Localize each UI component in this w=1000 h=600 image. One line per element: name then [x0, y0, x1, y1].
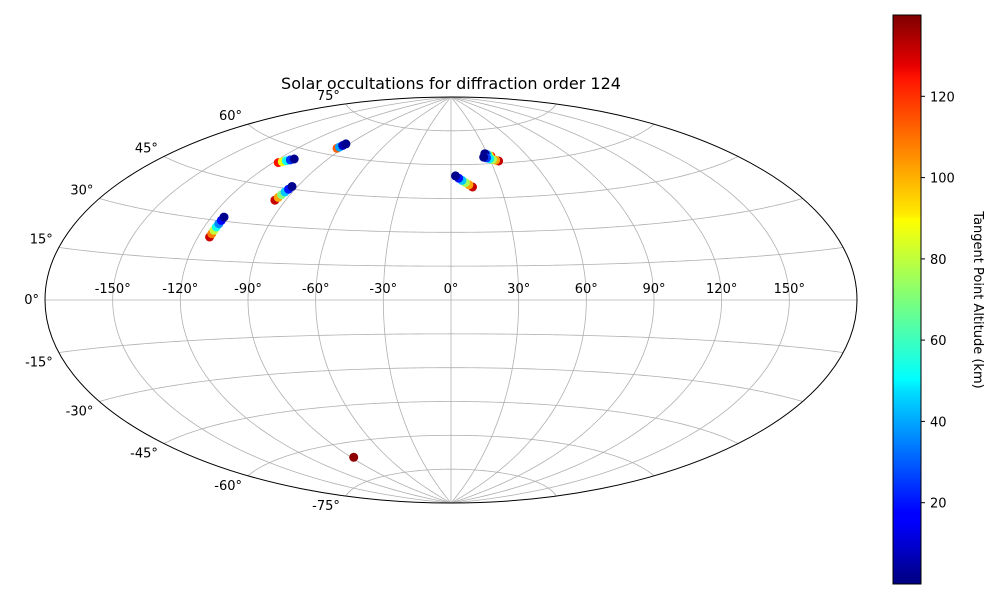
colorbar-gradient: [892, 14, 922, 585]
latitude-tick-label: 0°: [24, 293, 39, 308]
colorbar-tick-label: 20: [930, 497, 947, 512]
data-point: [451, 171, 460, 181]
data-point: [287, 182, 297, 191]
parallel-line: [58, 247, 844, 267]
colorbar-tick-label: 80: [930, 253, 947, 268]
latitude-tick-label: 15°: [30, 233, 53, 248]
colorbar-tick-label: 120: [930, 90, 955, 105]
data-point: [219, 212, 229, 222]
latitude-tick-label: -15°: [25, 356, 53, 371]
latitude-tick-label: -60°: [214, 479, 242, 494]
colorbar-tick-label: 60: [930, 334, 947, 349]
latitude-tick-label: 75°: [317, 89, 340, 104]
chart-title: Solar occultations for diffraction order…: [281, 74, 621, 93]
longitude-tick-label: 120°: [706, 282, 737, 297]
longitude-tick-label: -60°: [302, 282, 330, 297]
latitude-tick-label: 30°: [70, 184, 93, 199]
longitude-tick-label: -90°: [234, 282, 262, 297]
colorbar-ticks: 20 40 60 80 100 120: [921, 90, 955, 512]
latitude-tick-label: 60°: [219, 109, 242, 124]
data-point: [349, 452, 359, 462]
data-point: [341, 139, 351, 149]
longitude-tick-label: 90°: [642, 282, 665, 297]
parallel-line: [345, 103, 557, 132]
colorbar-tick-label: 100: [930, 172, 955, 187]
latitude-tick-label: -45°: [130, 447, 158, 462]
map-grid: [45, 97, 857, 503]
longitude-tick-label: -120°: [162, 282, 198, 297]
latitude-tick-label: -30°: [66, 405, 94, 420]
parallel-line: [247, 123, 655, 166]
map-outline: [44, 96, 858, 504]
longitude-tick-label: 0°: [444, 282, 459, 297]
colorbar-label: Tangent Point Altitude (km): [970, 210, 985, 388]
longitude-tick-label: 150°: [774, 282, 805, 297]
latitude-tick-label: -75°: [312, 499, 340, 514]
parallel-line: [247, 434, 655, 477]
latitude-tick-labels: 75° 60° 45° 30° 15° 0° -15° -30° -45° -60° -75°: [24, 89, 340, 514]
parallel-line: [163, 401, 739, 444]
parallel-line: [99, 367, 803, 402]
data-point: [479, 152, 489, 162]
colorbar: 20 40 60 80 100 120 Tangent Point Altitude (k…: [892, 14, 985, 585]
data-points: [205, 139, 504, 462]
parallel-line: [58, 333, 844, 353]
colorbar-tick-label: 40: [930, 415, 947, 430]
longitude-tick-labels: -150° -120° -90° -60° -30° 0° 30° 60° 90° 120° 150…: [95, 282, 805, 297]
longitude-tick-label: 60°: [575, 282, 598, 297]
longitude-tick-label: -150°: [95, 282, 131, 297]
parallel-line: [99, 198, 803, 233]
latitude-tick-label: 45°: [135, 142, 158, 157]
longitude-tick-label: 30°: [507, 282, 530, 297]
data-point: [289, 154, 299, 164]
parallel-line: [345, 468, 557, 497]
parallel-line: [163, 156, 739, 199]
longitude-tick-label: -30°: [369, 282, 397, 297]
